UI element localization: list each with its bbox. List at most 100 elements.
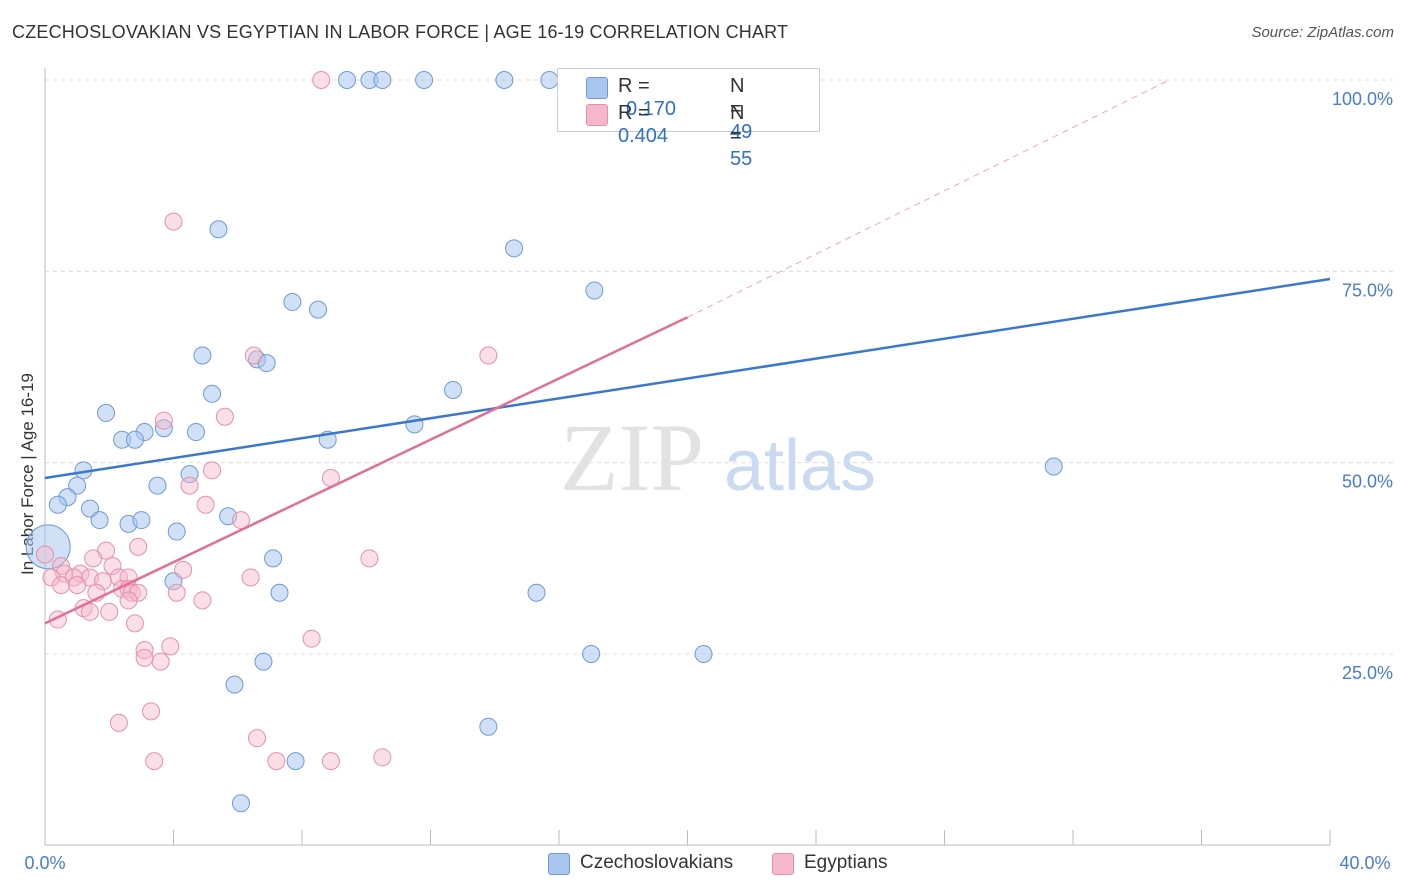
point-czechoslovakian [694,645,713,663]
legend-r-label: R = [618,102,650,124]
point-czechoslovakian [309,300,328,319]
grid-lines [45,79,1395,655]
series-label: Egyptians [804,852,888,873]
point-czechoslovakian [90,511,109,530]
legend-swatch-blue [586,77,608,99]
point-egyptian [119,591,138,610]
series-label: Czechoslovakians [580,852,734,873]
point-czechoslovakian [405,415,424,434]
point-egyptian [93,572,112,591]
point-czechoslovakian [203,384,222,403]
legend-n-value: 49 [730,121,753,143]
point-czechoslovakian [48,495,67,514]
point-egyptian [321,752,340,771]
point-egyptian [145,752,164,771]
point-egyptian [103,556,122,575]
point-egyptian [151,652,170,671]
legend-r-label: R = [618,75,650,97]
point-czechoslovakian [164,572,183,591]
point-egyptian [196,495,215,514]
trend-line-egyptians [44,316,689,625]
point-czechoslovakian [125,430,144,449]
point-czechoslovakian [193,346,212,365]
point-egyptian [267,752,286,771]
data-points [25,71,1063,813]
point-czechoslovakian [1044,457,1063,476]
point-egyptian [373,748,392,767]
point-egyptian [193,591,212,610]
point-egyptian [129,537,148,556]
point-czechoslovakian [264,549,283,568]
point-egyptian [80,602,99,621]
trend-line-czechoslovakians [44,277,1331,480]
source-note: Source: ZipAtlas.com [1251,24,1394,41]
point-czechoslovakian [582,645,601,663]
point-egyptian [135,641,154,660]
point-czechoslovakian [373,71,392,89]
point-czechoslovakian [231,794,250,813]
correlation-legend: R = 0.170 N = 49 R = 0.404 N = 55 [557,68,820,170]
legend-n-label: N = [730,75,745,120]
point-egyptian [244,346,263,365]
point-czechoslovakian [495,71,514,89]
tick-labels: 25.0% 50.0% 75.0% 100.0% 0.0% 40.0% [24,89,1393,873]
point-egyptian [100,602,119,621]
point-egyptian [36,545,54,564]
trend-lines [44,79,1331,625]
point-czechoslovakian [505,239,524,258]
point-egyptian [241,568,260,587]
point-egyptian [109,713,128,732]
x-tick-label: 40.0% [1339,853,1390,873]
point-egyptian [231,511,250,530]
watermark-atlas: atlas [724,426,876,506]
point-czechoslovakian [148,476,167,495]
legend-swatch-blue [548,853,570,875]
legend-n-value: 55 [730,148,753,170]
point-egyptian [479,346,498,365]
point-egyptian [161,637,180,656]
point-egyptian [174,560,193,579]
point-egyptian [203,461,222,480]
legend-swatch-pink [772,853,794,875]
point-czechoslovakian [479,717,498,736]
point-czechoslovakian [68,476,87,495]
point-czechoslovakian [337,71,356,89]
point-czechoslovakian [283,292,302,311]
point-egyptian [302,629,321,648]
y-tick-label: 25.0% [1342,663,1393,683]
point-egyptian [180,476,199,495]
point-egyptian [215,407,234,426]
axes [44,68,1331,846]
point-czechoslovakian [167,522,186,541]
point-egyptian [360,549,379,568]
point-czechoslovakian [186,423,205,442]
legend-r-value: 0.170 [626,98,677,120]
x-tick-label: 0.0% [24,853,65,873]
point-egyptian [42,568,61,587]
point-czechoslovakian [540,71,559,89]
point-egyptian [164,212,183,231]
legend-swatch-pink [586,104,608,126]
point-egyptian [248,729,267,748]
point-egyptian [52,576,71,595]
point-czechoslovakian [209,220,228,239]
point-czechoslovakian [97,403,116,422]
trend-line-egyptians-extension [687,79,1170,318]
point-czechoslovakian [585,281,604,300]
point-czechoslovakian [415,71,434,89]
point-czechoslovakian [132,511,151,530]
point-czechoslovakian [154,419,173,438]
watermark-zip: ZIP [560,404,704,511]
point-egyptian [135,648,154,667]
y-tick-label: 100.0% [1332,89,1393,109]
point-egyptian [68,576,87,595]
series-legend: Czechoslovakians Egyptians [0,852,1406,878]
point-egyptian [154,411,173,430]
chart-title: CZECHOSLOVAKIAN VS EGYPTIAN IN LABOR FOR… [12,22,789,42]
point-czechoslovakian [443,380,462,399]
point-egyptian [84,549,103,568]
legend-r-value: 0.404 [618,125,669,147]
point-czechoslovakian [80,499,99,518]
watermark: ZIP atlas [560,404,876,511]
